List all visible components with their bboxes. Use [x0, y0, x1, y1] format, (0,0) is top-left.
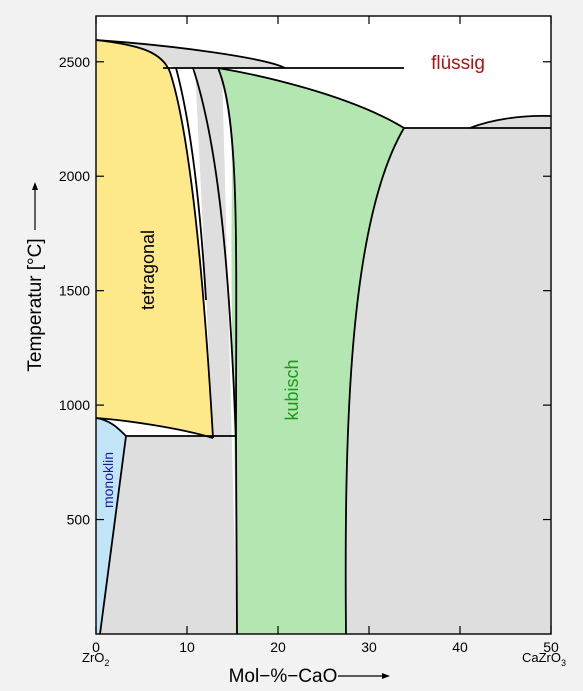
y-tick-label: 2000	[59, 168, 90, 184]
axis-ticks: 0 10 20 30 40 50 500 1000 1500 2000 2500	[59, 16, 559, 655]
two-phase-region-main	[96, 68, 237, 634]
x-tick-label: 40	[452, 639, 468, 655]
x-tick-label: 30	[361, 639, 377, 655]
y-tick-label: 2500	[59, 54, 90, 70]
x-tick-label: 10	[179, 639, 195, 655]
y-tick-label: 500	[67, 512, 91, 528]
x-tick-label: 20	[270, 639, 286, 655]
phase-boundaries	[95, 39, 552, 635]
two-phase-region-right	[346, 128, 551, 634]
liquid-label: flüssig	[431, 53, 485, 74]
monoclinic-label: monoklin	[100, 452, 116, 508]
x-axis-arrow	[338, 673, 390, 679]
y-tick-label: 1000	[59, 397, 90, 413]
right-component-label: CaZrO3	[522, 650, 566, 668]
x-tick-label: 50	[543, 639, 559, 655]
liquidus-strip-right	[404, 115, 551, 128]
plot-frame	[95, 15, 552, 635]
cubic-region	[218, 68, 404, 634]
y-tick-label: 1500	[59, 283, 90, 299]
monoclinic-region	[96, 418, 126, 634]
tetragonal-region	[96, 40, 213, 438]
cubic-label: kubisch	[282, 359, 302, 420]
left-component-label: ZrO2	[82, 650, 109, 668]
x-axis-title: Mol−%−CaO	[229, 666, 338, 687]
two-phase-region-left	[96, 40, 280, 68]
y-axis-title: Temperatur [°C]	[25, 238, 46, 371]
tetragonal-label: tetragonal	[138, 230, 158, 310]
x-tick-label: 0	[92, 639, 100, 655]
y-axis-arrow	[32, 182, 38, 230]
